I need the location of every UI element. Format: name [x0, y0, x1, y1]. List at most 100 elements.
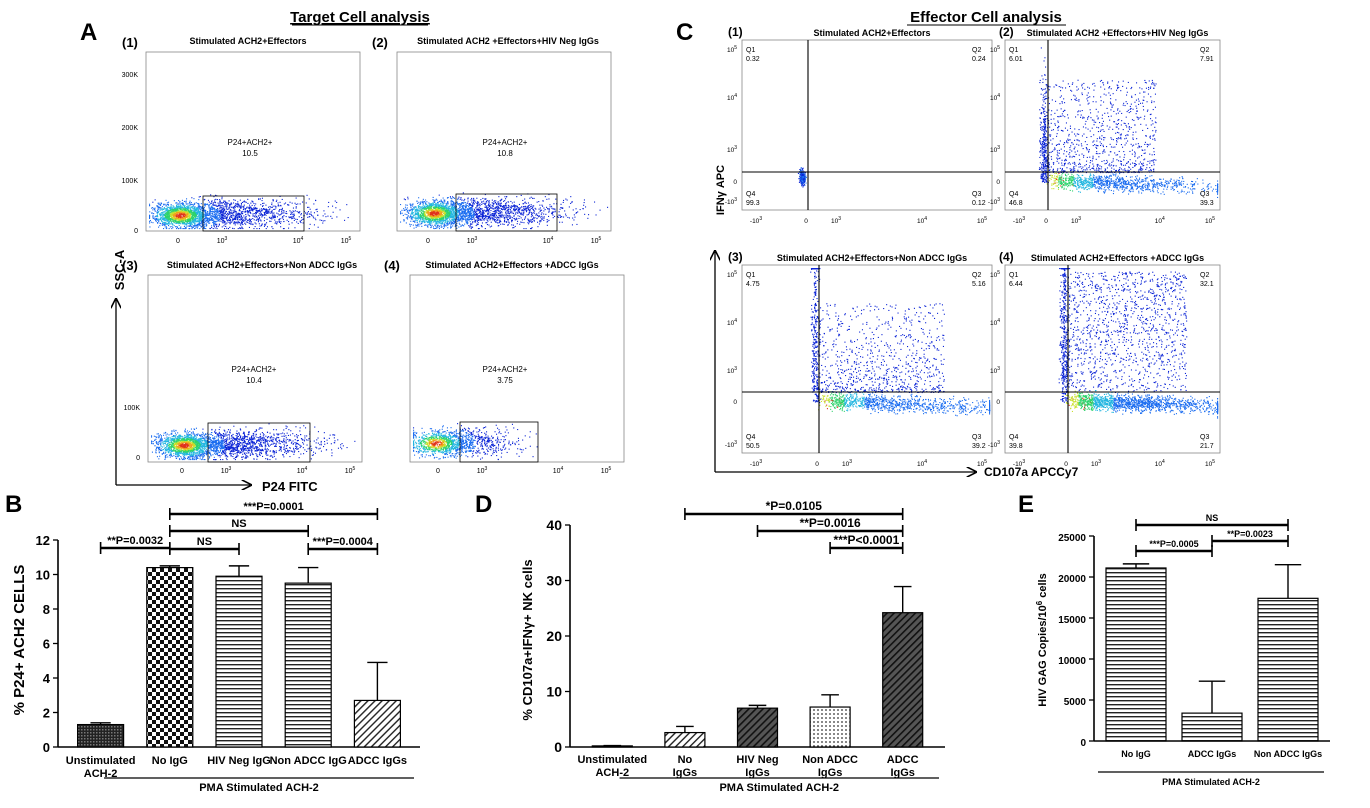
- scatter-event: [214, 224, 216, 226]
- scatter-event: [225, 223, 227, 225]
- target-plot-frame: [145, 51, 361, 232]
- scatter-event: [405, 217, 407, 219]
- scatter-event: [176, 226, 178, 228]
- scatter-event: [205, 211, 207, 213]
- scatter-event: [507, 204, 509, 206]
- scatter-event: [534, 210, 536, 212]
- scatter-event: [450, 213, 452, 215]
- scatter-event: [482, 217, 484, 219]
- scatter-event: [265, 210, 267, 212]
- scatter-event: [216, 220, 218, 222]
- scatter-event: [249, 219, 251, 221]
- scatter-event: [533, 205, 535, 207]
- scatter-event: [178, 210, 180, 212]
- scatter-event: [163, 217, 165, 219]
- scatter-event: [531, 207, 533, 209]
- scatter-event: [249, 215, 251, 217]
- scatter-event: [500, 214, 502, 216]
- scatter-event: [167, 217, 169, 219]
- scatter-event: [255, 213, 257, 215]
- scatter-event: [456, 214, 458, 216]
- scatter-event: [192, 209, 194, 211]
- scatter-event: [205, 213, 207, 215]
- scatter-event: [169, 226, 171, 228]
- scatter-event: [261, 197, 263, 199]
- scatter-event: [257, 215, 259, 217]
- scatter-event: [172, 217, 174, 219]
- scatter-event: [412, 203, 414, 205]
- scatter-event: [163, 211, 165, 213]
- scatter-event: [158, 219, 160, 221]
- scatter-event: [283, 212, 285, 214]
- scatter-event: [161, 209, 163, 211]
- scatter-event: [409, 225, 411, 227]
- scatter-event: [514, 218, 516, 220]
- scatter-event: [153, 208, 155, 210]
- scatter-event: [156, 206, 158, 208]
- scatter-event: [270, 212, 272, 214]
- scatter-event: [232, 207, 234, 209]
- scatter-event: [493, 215, 495, 217]
- scatter-event: [440, 221, 442, 223]
- scatter-event: [172, 208, 174, 210]
- scatter-event: [182, 204, 184, 206]
- scatter-event: [224, 216, 226, 218]
- scatter-event: [221, 202, 223, 204]
- scatter-event: [191, 218, 193, 220]
- scatter-event: [218, 217, 220, 219]
- scatter-event: [195, 211, 197, 213]
- scatter-event: [296, 221, 298, 223]
- scatter-event: [186, 224, 188, 226]
- scatter-event: [229, 220, 231, 222]
- scatter-event: [528, 211, 530, 213]
- scatter-event: [459, 203, 461, 205]
- scatter-event: [416, 220, 418, 222]
- scatter-event: [228, 208, 230, 210]
- scatter-event: [522, 214, 524, 216]
- scatter-event: [203, 218, 205, 220]
- scatter-event: [192, 221, 194, 223]
- scatter-event: [478, 204, 480, 206]
- scatter-event: [494, 216, 496, 218]
- scatter-event: [158, 203, 160, 205]
- scatter-event: [163, 207, 165, 209]
- scatter-event: [452, 225, 454, 227]
- scatter-event: [308, 206, 310, 208]
- scatter-event: [281, 217, 283, 219]
- scatter-event: [295, 203, 297, 205]
- scatter-event: [552, 217, 554, 219]
- scatter-event: [263, 220, 265, 222]
- scatter-event: [222, 218, 224, 220]
- scatter-event: [212, 209, 214, 211]
- scatter-event: [203, 210, 205, 212]
- scatter-event: [221, 211, 223, 213]
- scatter-event: [516, 206, 518, 208]
- scatter-event: [203, 223, 205, 225]
- scatter-event: [166, 206, 168, 208]
- scatter-event: [406, 214, 408, 216]
- scatter-event: [474, 208, 476, 210]
- scatter-event: [238, 216, 240, 218]
- scatter-event: [267, 210, 269, 212]
- panel-letter-a: A: [80, 19, 97, 46]
- scatter-event: [199, 196, 201, 198]
- scatter-event: [162, 215, 164, 217]
- scatter-event: [220, 212, 222, 214]
- scatter-event: [181, 206, 183, 208]
- scatter-event: [182, 215, 184, 217]
- scatter-event: [520, 194, 522, 196]
- scatter-event: [226, 204, 228, 206]
- scatter-event: [476, 219, 478, 221]
- scatter-event: [471, 201, 473, 203]
- scatter-event: [487, 218, 489, 220]
- scatter-event: [237, 223, 239, 225]
- scatter-event: [244, 209, 246, 211]
- scatter-event: [183, 210, 185, 212]
- scatter-event: [210, 202, 212, 204]
- scatter-event: [546, 224, 548, 226]
- scatter-event: [198, 224, 200, 226]
- scatter-event: [457, 197, 459, 199]
- scatter-event: [415, 219, 417, 221]
- scatter-event: [291, 218, 293, 220]
- scatter-event: [331, 217, 333, 219]
